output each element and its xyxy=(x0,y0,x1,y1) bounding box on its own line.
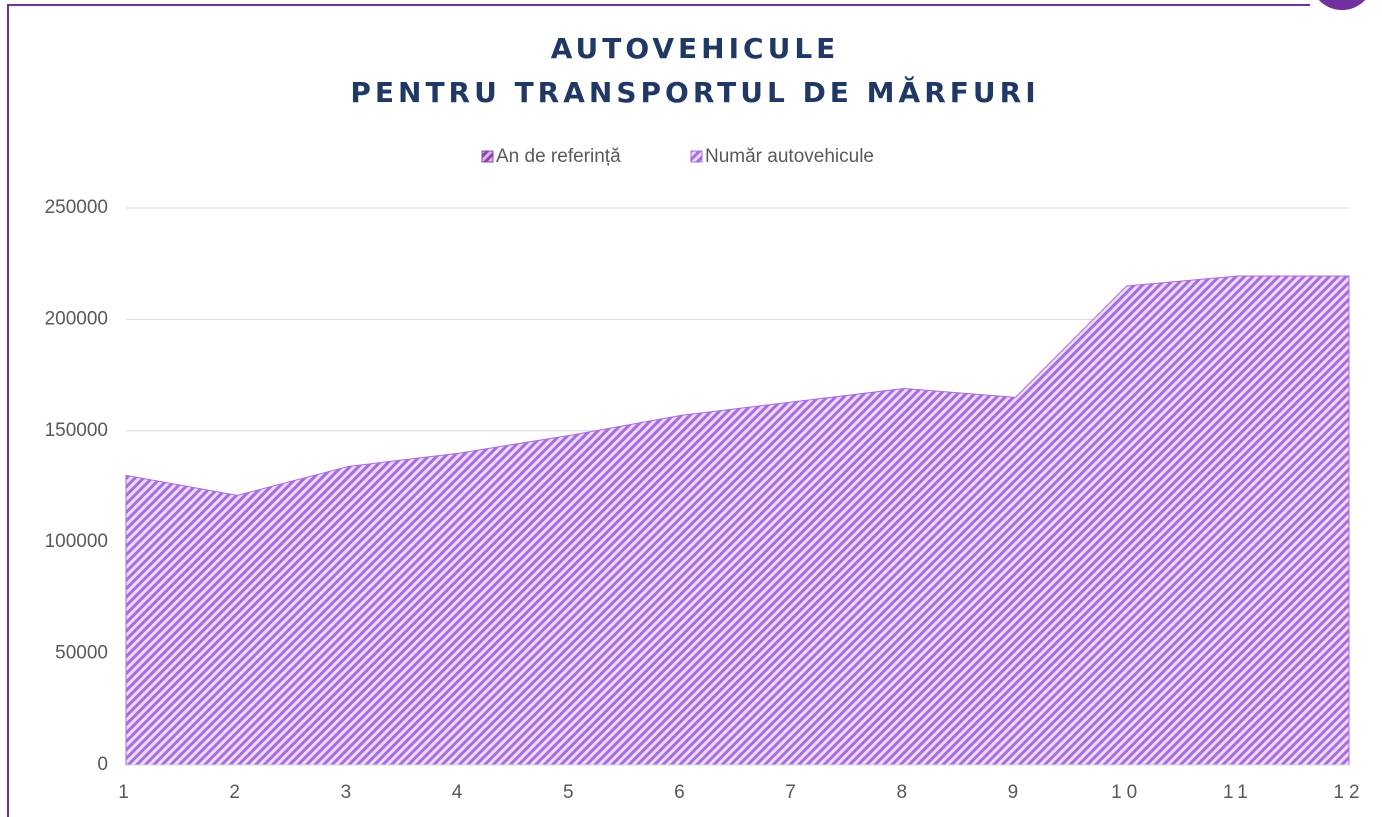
y-tick-label: 100000 xyxy=(45,531,108,552)
x-tick-label: 12 xyxy=(1333,782,1364,803)
legend-label: Număr autovehicule xyxy=(705,146,874,167)
x-tick-label: 7 xyxy=(785,782,801,803)
x-tick-label: 2 xyxy=(229,782,245,803)
legend-label: An de referință xyxy=(496,146,621,167)
y-tick-label: 50000 xyxy=(55,643,108,664)
y-tick-label: 200000 xyxy=(45,308,108,329)
x-tick-label: 10 xyxy=(1111,782,1142,803)
y-tick-label: 150000 xyxy=(45,420,108,441)
chart-title: AUTOVEHICULE xyxy=(551,32,840,65)
y-tick-label: 0 xyxy=(97,754,108,775)
x-tick-label: 9 xyxy=(1008,782,1024,803)
frame xyxy=(7,4,1310,817)
legend-marker xyxy=(481,150,494,163)
x-tick-label: 4 xyxy=(452,782,468,803)
y-tick-label: 250000 xyxy=(45,197,108,218)
legend-marker xyxy=(690,150,703,163)
area xyxy=(125,275,1350,766)
x-tick-label: 1 xyxy=(118,782,134,803)
x-tick-label: 5 xyxy=(563,782,579,803)
x-tick-label: 3 xyxy=(341,782,357,803)
x-tick-label: 6 xyxy=(674,782,690,803)
corner-decoration xyxy=(1318,0,1366,10)
x-tick-label: 11 xyxy=(1223,782,1253,803)
x-tick-label: 8 xyxy=(896,782,912,803)
chart-title: PENTRU TRANSPORTUL DE MĂRFURI xyxy=(350,75,1039,109)
